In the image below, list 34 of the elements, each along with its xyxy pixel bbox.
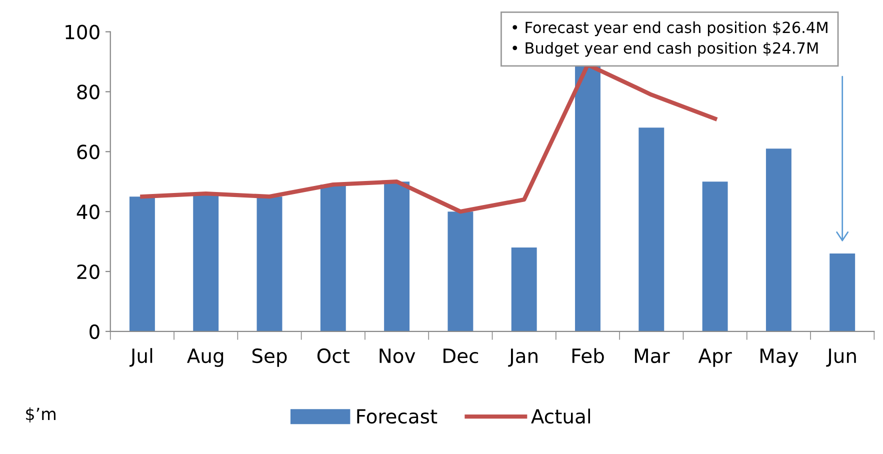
x-tick-label: Jan [508,348,538,367]
bar [766,148,792,332]
x-tick-label: Jul [129,348,152,367]
y-tick-label: 40 [76,204,100,220]
x-tick-label: Nov [380,348,416,364]
annotation: • Forecast year end cash position $26.4M • Budget year end cash position $24.7M [512,21,828,57]
bar [256,196,282,332]
y-tick-label: 60 [77,144,100,160]
x-tick-label: Sep [252,348,287,367]
x-tick-label: Apr [698,348,732,367]
x-tick-label: Mar [634,348,670,364]
x-tick-label: May [760,348,798,367]
bar [193,194,219,332]
x-tick-label: Jun [826,348,856,367]
bar [575,64,600,332]
bar [702,182,728,332]
bar [448,212,474,332]
bar [511,248,537,332]
x-tick-label: Aug [187,348,224,367]
x-tick-label: Oct [317,348,350,364]
legend-label: Actual [531,408,590,424]
bar [638,128,664,332]
y-tick-label: 100 [66,24,100,40]
legend-label: Forecast [357,409,438,424]
bar [384,182,410,332]
x-tick-label: Dec [444,348,478,364]
bar [320,184,346,332]
bar [129,196,155,332]
text: $’m [26,407,56,422]
y-tick-label: 0 [90,324,100,340]
y-tick-label: 20 [77,264,100,280]
x-tick-label: Feb [572,348,604,364]
y-tick-label: 80 [77,84,100,100]
bar [830,254,856,332]
